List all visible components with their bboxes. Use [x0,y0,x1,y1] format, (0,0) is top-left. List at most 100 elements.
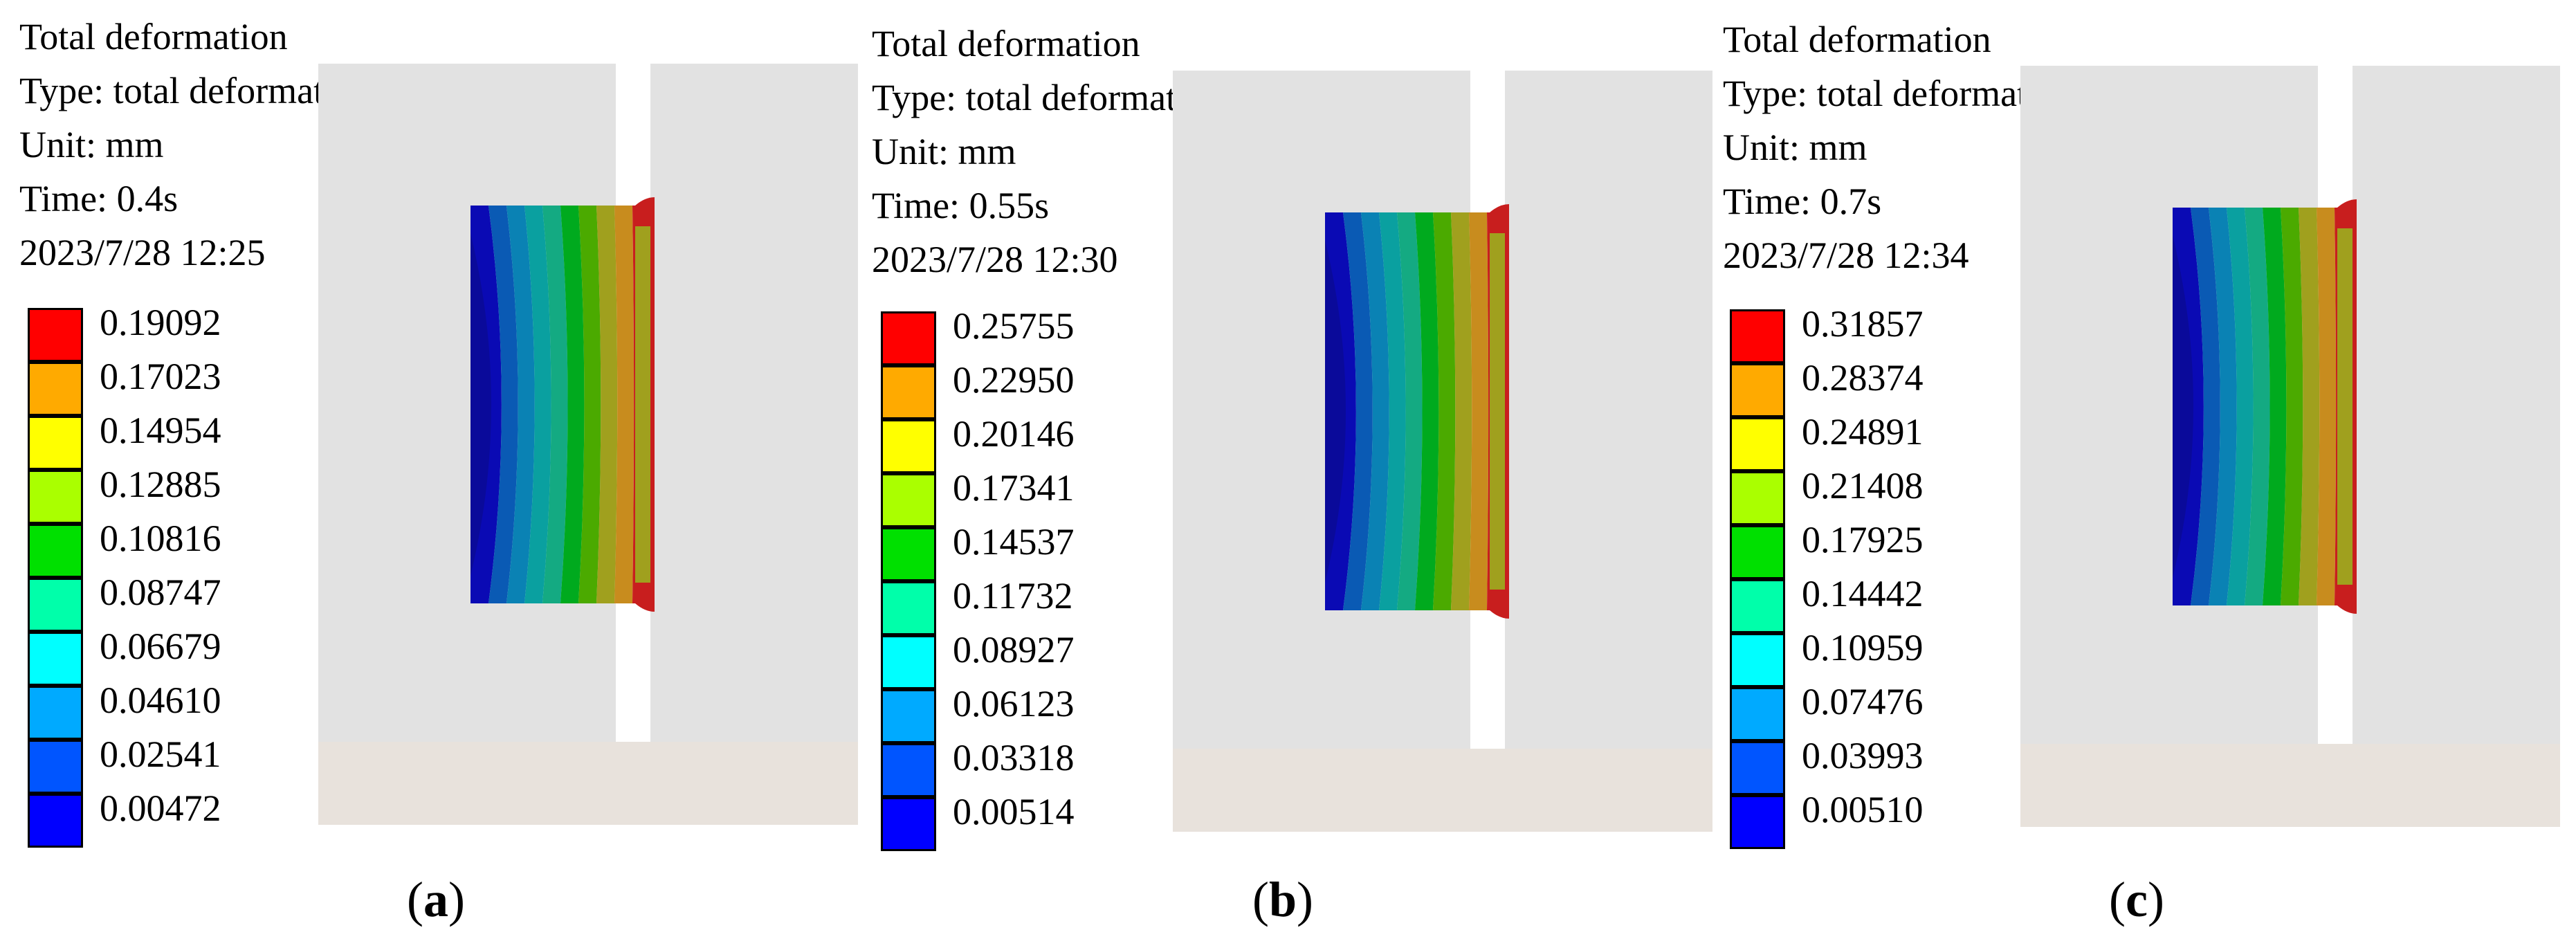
legend-value: 0.14954 [100,410,221,451]
legend-value: 0.17925 [1802,519,1924,560]
legend-value: 0.10816 [100,518,221,559]
result-header: Total deformation Type: total deformatio… [872,17,1224,286]
caption-open: ( [2109,872,2126,927]
result-unit: Unit: mm [1723,127,1867,168]
contour-band [488,206,518,603]
result-header: Total deformation Type: total deformatio… [1723,12,2075,282]
result-date: 2023/7/28 12:34 [1723,235,1969,276]
legend-swatch [1730,525,1785,579]
legend-value: 0.28374 [1802,357,1924,399]
contour-band [2209,208,2237,605]
result-type: Type: total deformation [19,70,372,111]
legend-value: 0.11732 [953,575,1073,617]
legend-value: 0.14442 [1802,573,1924,614]
result-date: 2023/7/28 12:30 [872,239,1118,280]
result-title: Total deformation [1723,19,1991,60]
result-header: Total deformation Type: total deformatio… [19,10,372,280]
panel-c: Total deformation Type: total deformatio… [1716,0,2574,948]
legend-swatch [1730,309,1785,363]
right-block [650,64,858,742]
contour-band [506,206,535,603]
contour-edge-inner [2337,228,2353,585]
contour-band [2245,208,2270,605]
legend-swatch [28,578,83,632]
legend-swatch [28,416,83,470]
legend-swatch [28,740,83,794]
legend-value: 0.00510 [1802,789,1924,830]
panel-caption: (b) [1252,868,1313,931]
legend-value: 0.02541 [100,733,221,775]
contour-band [2227,208,2254,605]
contour-band [1379,212,1406,610]
legend-value: 0.00472 [100,787,221,829]
contour-core [2173,235,2193,578]
contour-band [1397,212,1423,610]
legend-swatch [28,362,83,416]
contour-band [614,206,634,603]
panel-b: Total deformation Type: total deformatio… [858,0,1716,948]
deformation-contour-plot [1173,71,1712,832]
legend-value: 0.19092 [100,302,221,343]
legend-value: 0.00514 [953,791,1075,832]
contour-band [1433,212,1456,610]
base-block [318,742,858,825]
contour-band [524,206,551,603]
deformation-contours [1325,204,1509,619]
deformation-contours [2173,199,2357,614]
legend-value: 0.08747 [100,572,221,613]
legend-value: 0.10959 [1802,627,1924,668]
panel-caption: (a) [407,868,465,931]
contour-band [578,206,601,603]
legend-swatch [881,311,936,365]
result-title: Total deformation [872,23,1140,64]
legend-swatch [881,797,936,851]
caption-close: ) [2147,872,2164,927]
contour-band [2317,208,2337,605]
legend-swatch [881,473,936,527]
legend-swatch [1730,417,1785,471]
legend-value: 0.06679 [100,626,221,667]
legend-value: 0.31857 [1802,303,1924,345]
contour-band [2263,208,2287,605]
legend-swatch [1730,741,1785,795]
caption-letter: a [423,872,448,927]
legend-value: 0.07476 [1802,681,1924,722]
caption-close: ) [1297,872,1314,927]
result-type: Type: total deformation [1723,73,2076,114]
contour-band [560,206,585,603]
result-date: 2023/7/28 12:25 [19,232,266,273]
legend-swatch [28,794,83,848]
contour-band [1415,212,1439,610]
legend-value: 0.25755 [953,305,1075,347]
legend-swatch [881,527,936,581]
right-block [2353,66,2560,744]
caption-close: ) [448,872,465,927]
contour-band [2191,208,2220,605]
base-block [2020,744,2560,827]
legend-swatch [881,689,936,743]
contour-edge-inner [1490,233,1505,590]
legend-swatch [28,308,83,362]
legend-value: 0.14537 [953,521,1075,563]
right-block [1505,71,1712,749]
caption-letter: b [1268,872,1297,927]
legend-swatch [28,524,83,578]
contour-core [471,233,491,576]
result-type: Type: total deformation [872,77,1225,118]
result-time: Time: 0.4s [19,178,179,219]
legend-swatch [1730,579,1785,633]
legend-swatch [1730,633,1785,687]
contour-band [1361,212,1389,610]
legend-value: 0.22950 [953,359,1075,401]
legend-value: 0.03993 [1802,735,1924,776]
legend-value: 0.04610 [100,680,221,721]
legend-swatch [881,743,936,797]
caption-open: ( [1252,872,1269,927]
legend-value: 0.21408 [1802,465,1924,507]
contour-band [2299,208,2320,605]
legend-swatch [1730,795,1785,849]
base-block [1173,749,1712,832]
legend-swatch [1730,687,1785,741]
legend-swatch [881,581,936,635]
result-unit: Unit: mm [19,124,164,165]
